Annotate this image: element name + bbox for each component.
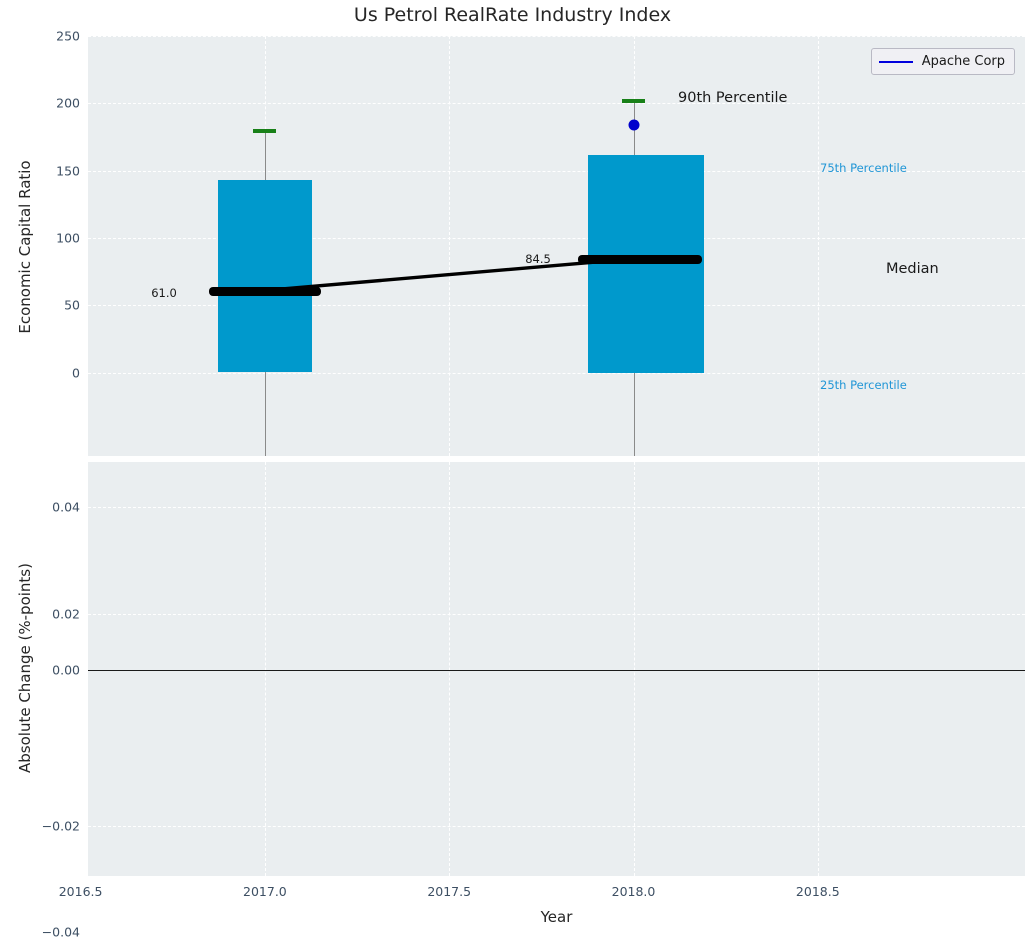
median-marker-2018 xyxy=(578,255,702,264)
gridline-y-0-04 xyxy=(88,507,1025,509)
gridline-y-200 xyxy=(88,103,1025,105)
gridline-bottom-x-2018-0 xyxy=(633,462,635,876)
gridline-y-neg-0-02 xyxy=(88,826,1025,828)
ytick-bottom-0-04: 0.04 xyxy=(52,499,80,515)
bottom-panel-plot-area xyxy=(88,462,1025,876)
annotation-25th-percentile: 25th Percentile xyxy=(820,378,907,392)
xtick-2017-0: 2017.0 xyxy=(243,884,287,899)
xtick-2018-0: 2018.0 xyxy=(611,884,656,899)
gridline-x-2018-5 xyxy=(817,36,819,456)
legend-label-apache-corp: Apache Corp xyxy=(921,54,1005,69)
gridline-y-0 xyxy=(88,372,1025,374)
box-2018-lower xyxy=(588,246,704,373)
gridline-bottom-x-2018-5 xyxy=(817,462,819,876)
median-value-label-2018: 84.5 xyxy=(525,252,551,266)
xtick-2016-5: 2016.5 xyxy=(58,884,103,899)
ytick-top-150: 150 xyxy=(56,163,80,179)
box-2017-lower xyxy=(218,246,312,373)
y-axis-label-bottom: Absolute Change (%-points) xyxy=(16,563,34,773)
ytick-bottom-0-02: 0.02 xyxy=(52,606,80,621)
datapoint-apache-corp-2018[interactable] xyxy=(628,119,639,131)
top-panel-plot-area: 61.0 84.5 90th Percentile 75th Percentil… xyxy=(88,36,1025,456)
ytick-top-200: 200 xyxy=(56,95,80,111)
ytick-top-100: 100 xyxy=(56,230,80,246)
median-marker-2017 xyxy=(209,287,321,296)
legend-line-swatch-apache-corp xyxy=(878,60,913,63)
annotation-median: Median xyxy=(886,261,939,277)
zero-reference-line xyxy=(88,669,1025,671)
ytick-top-0: 0 xyxy=(72,365,80,380)
bottom-panel-clip xyxy=(88,462,1025,876)
ytick-bottom-0-00: 0.00 xyxy=(52,662,80,678)
top-panel-clip xyxy=(88,36,1025,456)
whisker-cap-p90-2017 xyxy=(253,128,277,133)
gridline-y-150 xyxy=(88,170,1025,172)
y-axis-label-top: Economic Capital Ratio xyxy=(16,160,34,334)
gridline-y-100 xyxy=(88,237,1025,239)
gridline-y-0-02 xyxy=(88,613,1025,615)
gridline-bottom-x-2017-0 xyxy=(264,462,266,876)
ytick-bottom-neg-0-02: −0.02 xyxy=(41,818,80,834)
gridline-y-50 xyxy=(88,305,1025,307)
gridline-y-250 xyxy=(88,36,1025,37)
gridline-x-2017-5 xyxy=(449,36,451,456)
box-2018-upper xyxy=(588,154,704,247)
ytick-top-50: 50 xyxy=(64,297,80,313)
whisker-cap-p90-2018 xyxy=(622,99,645,104)
xtick-2018-5: 2018.5 xyxy=(795,884,840,899)
chart-legend[interactable]: Apache Corp xyxy=(870,48,1015,75)
x-axis-label: Year xyxy=(540,908,573,926)
annotation-90th-percentile: 90th Percentile xyxy=(678,90,788,106)
median-value-label-2017: 61.0 xyxy=(151,286,177,300)
box-2017-upper xyxy=(218,180,312,247)
ytick-bottom-neg-0-04: −0.04 xyxy=(41,924,80,940)
chart-title: Us Petrol RealRate Industry Index xyxy=(353,4,672,26)
xtick-2017-5: 2017.5 xyxy=(427,884,472,899)
annotation-75th-percentile: 75th Percentile xyxy=(820,161,907,175)
gridline-bottom-x-2017-5 xyxy=(449,462,451,876)
ytick-top-250: 250 xyxy=(56,28,80,44)
